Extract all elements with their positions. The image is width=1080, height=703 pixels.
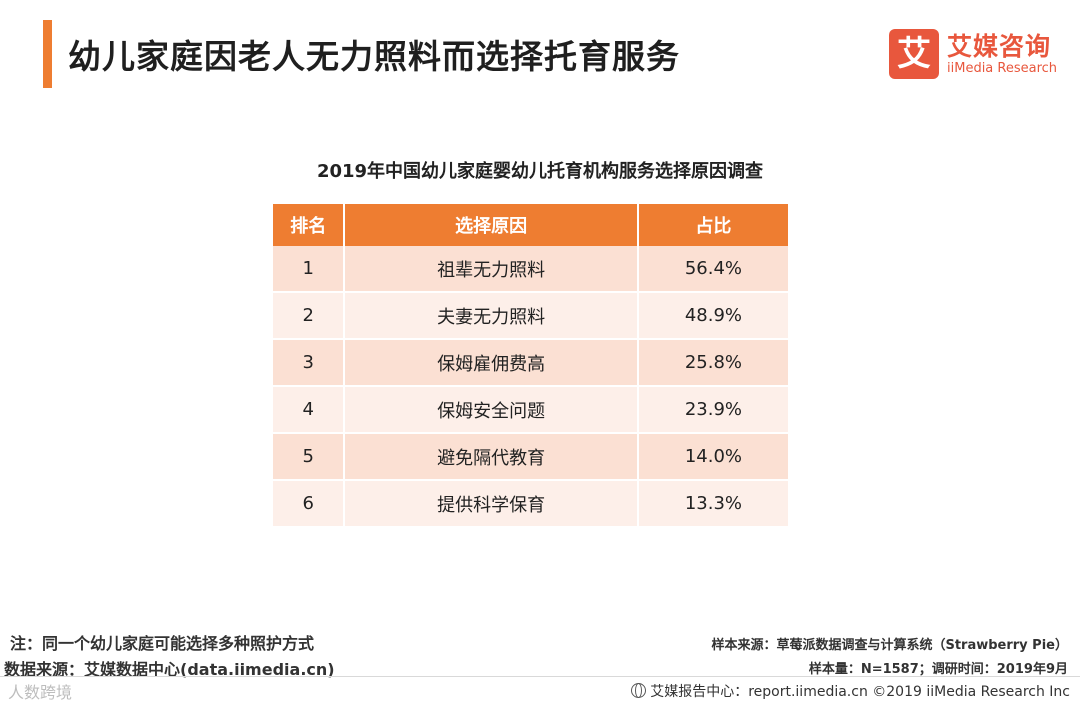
percentage-cell: 13.3%: [638, 481, 788, 528]
logo-english-name: iiMedia Research: [947, 61, 1058, 76]
page-title: 幼儿家庭因老人无力照料而选择托育服务: [68, 37, 680, 76]
table-header-row: 排名 选择原因 占比: [273, 204, 788, 246]
reasons-table: 排名 选择原因 占比 1 祖辈无力照料 56.4% 2 夫妻无力照料 48.9%…: [273, 204, 788, 528]
logo-mark-icon: 艾: [889, 29, 939, 79]
rank-cell: 5: [273, 434, 346, 481]
percentage-cell: 56.4%: [638, 246, 788, 293]
rank-cell: 2: [273, 293, 346, 340]
reason-cell: 提供科学保育: [345, 481, 639, 528]
sample-source: 样本来源：草莓派数据调查与计算系统（Strawberry Pie）: [711, 638, 1068, 653]
table-row: 1 祖辈无力照料 56.4%: [273, 246, 788, 293]
rank-cell: 4: [273, 387, 346, 434]
rank-cell: 3: [273, 340, 346, 387]
percentage-cell: 23.9%: [638, 387, 788, 434]
table-row: 3 保姆雇佣费高 25.8%: [273, 340, 788, 387]
reason-cell: 避免隔代教育: [345, 434, 639, 481]
table-title: 2019年中国幼儿家庭婴幼儿托育机构服务选择原因调查: [316, 161, 764, 182]
rank-cell: 1: [273, 246, 346, 293]
table-row: 6 提供科学保育 13.3%: [273, 481, 788, 528]
logo-chinese-name: 艾媒咨询: [947, 32, 1052, 61]
iimedia-logo: 艾 艾媒咨询 iiMedia Research: [889, 27, 1064, 81]
title-accent-bar: [43, 20, 52, 88]
percentage-cell: 25.8%: [638, 340, 788, 387]
table-row: 5 避免隔代教育 14.0%: [273, 434, 788, 481]
percentage-cell: 14.0%: [638, 434, 788, 481]
data-source: 数据来源：艾媒数据中心(data.iimedia.cn): [4, 660, 335, 679]
watermark-text: 人数跨境: [8, 683, 73, 702]
footer-divider: [0, 676, 1080, 677]
header-percentage: 占比: [638, 204, 788, 246]
table-row: 2 夫妻无力照料 48.9%: [273, 293, 788, 340]
footer: 艾媒报告中心：report.iimedia.cn ©2019 iiMedia R…: [631, 681, 1070, 701]
reason-cell: 保姆雇佣费高: [345, 340, 639, 387]
reason-cell: 保姆安全问题: [345, 387, 639, 434]
globe-icon: [631, 683, 647, 698]
footer-text: 艾媒报告中心：report.iimedia.cn ©2019 iiMedia R…: [650, 684, 1070, 700]
reason-cell: 夫妻无力照料: [345, 293, 639, 340]
footnote: 注：同一个幼儿家庭可能选择多种照护方式: [10, 634, 315, 653]
percentage-cell: 48.9%: [638, 293, 788, 340]
table-row: 4 保姆安全问题 23.9%: [273, 387, 788, 434]
reason-cell: 祖辈无力照料: [345, 246, 639, 293]
sample-size: 样本量：N=1587；调研时间：2019年9月: [808, 662, 1068, 677]
header-reason: 选择原因: [345, 204, 639, 246]
rank-cell: 6: [273, 481, 346, 528]
header-rank: 排名: [273, 204, 346, 246]
